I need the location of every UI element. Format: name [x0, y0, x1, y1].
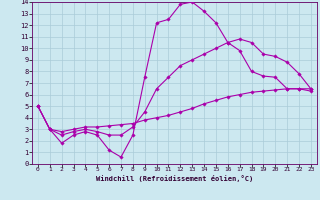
X-axis label: Windchill (Refroidissement éolien,°C): Windchill (Refroidissement éolien,°C) [96, 175, 253, 182]
